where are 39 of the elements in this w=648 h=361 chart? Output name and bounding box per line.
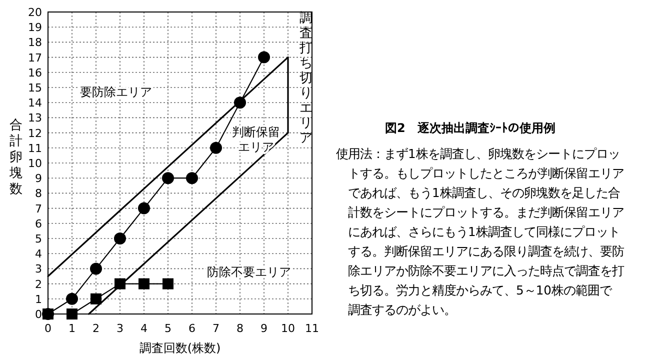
x-tick-label: 6 [188,322,196,335]
x-tick-label: 10 [281,322,295,335]
y-axis-title: 合計卵塊数 [8,118,22,197]
y-tick-label: 12 [28,126,42,140]
y-tick-label: 17 [28,51,42,64]
x-tick-label: 4 [140,322,148,335]
y-tick-label: 6 [35,217,42,230]
y-tick-label: 11 [28,142,42,155]
x-tick-label: 7 [212,322,220,335]
x-tick-label: 3 [116,322,124,335]
y-tick-label: 2 [35,278,42,291]
y-tick-label: 8 [35,187,42,200]
x-tick-label: 1 [68,322,76,335]
x-tick-label: 0 [44,322,52,335]
x-tick-label: 5 [164,322,172,335]
annotation: 要防除エリア [80,85,152,99]
y-tick-label: 16 [28,66,42,80]
x-axis-title: 調査回数(株数) [139,341,221,355]
y-tick-label: 20 [28,6,42,19]
x-tick-label: 2 [92,322,100,335]
y-tick-label: 19 [28,21,42,34]
y-tick-label: 13 [28,112,42,125]
y-tick-label: 10 [28,157,42,170]
y-tick-label: 5 [35,232,42,246]
y-tick-label: 9 [35,172,42,186]
y-tick-label: 1 [35,292,42,306]
text: 使用法：まず1株を調査し、卵塊数をシートにプロットする。もしプロットしたところが判断保留エリアであれば、もう1株調査し、その卵塊数を足した合計数をシートにプロットする。まだ判断保留エリアにあれば、さらにもう1株調査して同様にプロットする。判断保留エリアにある限り調査を続け、要防除エリアか防除不要エリアに入った時点で調査を打ち切る。労力と精度からみて、5～10株の範囲で調査するのがよい。 [336,147,624,317]
x-tick-label: 9 [260,322,268,335]
caption: 図2 逐次抽出調査ｼｰﾄの使用例 [385,121,556,135]
annotation: 防除不要エリア [207,265,291,279]
y-tick-label: 18 [28,36,42,50]
y-tick-label: 7 [35,202,42,216]
y-tick-label: 14 [28,96,42,110]
y-tick-label: 3 [35,262,42,276]
y-tick-label: 0 [35,308,42,321]
x-tick-label: 11 [305,322,319,335]
y-tick-label: 15 [28,82,42,94]
y-tick-label: 4 [35,248,42,261]
x-tick-label: 8 [236,322,244,335]
